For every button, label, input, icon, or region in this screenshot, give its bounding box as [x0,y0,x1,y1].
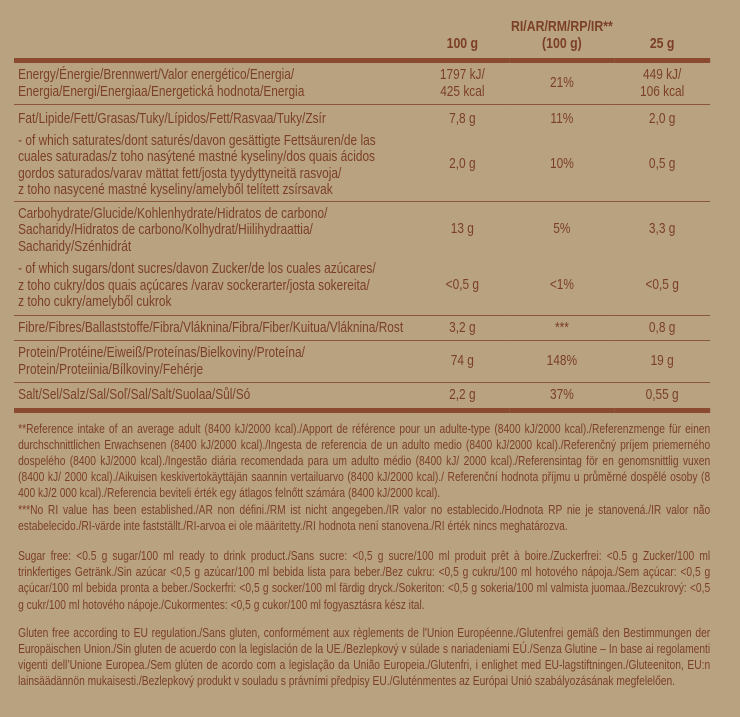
nutrition-label: 100 g RI/AR/RM/RP/IR** (100 g) 25 g Energ… [14,0,710,696]
row-label: - of which sugars/dont sucres/davon Zuck… [14,256,416,316]
header-ri-line1: RI/AR/RM/RP/IR** [510,18,613,35]
value-100g: 1797 kJ/ 425 kcal [415,60,510,105]
value-ri: 10% [509,128,615,202]
value-ri: *** [509,315,615,341]
row-label: Fat/Lipide/Fett/Grasas/Tuky/Lípidos/Fett… [18,111,326,127]
value-100g: <0,5 g [415,256,510,316]
value-100g: 74 g [415,340,510,383]
value-25g: 2,0 g [648,111,676,127]
header-ri-line2: (100 g) [542,34,582,52]
value-100g: 3,2 g [415,315,510,341]
row-label: Carbohydrate/Glucide/Kohlenhydrate/Hidra… [18,205,328,255]
row-carbohydrate: Carbohydrate/Glucide/Kohlenhydrate/Hidra… [14,201,710,256]
sugar-free-note-block: Sugar free: <0.5 g sugar/100 ml ready to… [18,548,710,613]
value-25g: <0,5 g [614,256,711,316]
value-ri: 5% [553,220,571,237]
header-25g: 25 g [649,34,675,52]
value-25g: 19 g [614,340,711,383]
value-100g: 13 g [450,220,474,237]
row-fat: Fat/Lipide/Fett/Grasas/Tuky/Lípidos/Fett… [14,105,710,129]
gluten-free-note-block: Gluten free according to EU regulation./… [18,625,710,696]
value-ri: 21% [509,60,615,105]
value-ri: <1% [509,256,615,316]
value-25g: 449 kJ/ 106 kcal [614,60,711,105]
row-salt: Salt/Sel/Salz/Sal/Soľ/Sal/Salt/Suolaa/Sů… [14,383,711,410]
sugar-free-note: Sugar free: <0.5 g sugar/100 ml ready to… [18,548,711,612]
footnotes-ri: **Reference intake of an average adult (… [18,421,710,534]
gluten-free-note: Gluten free according to EU regulation./… [18,625,711,689]
row-sugars: - of which sugars/dont sucres/davon Zuck… [14,256,711,316]
value-25g: 3,3 g [648,220,676,237]
nutrition-table: 100 g RI/AR/RM/RP/IR** (100 g) 25 g Energ… [14,0,711,413]
value-100g: 2,0 g [415,128,510,202]
value-25g: 0,55 g [645,387,679,403]
no-ri-footnote: ***No RI value has been established./AR … [18,502,711,533]
ri-footnote: **Reference intake of an average adult (… [18,421,711,501]
value-25g: 0,5 g [614,128,711,202]
row-protein: Protein/Protéine/Eiweiß/Proteínas/Bielko… [14,340,711,383]
value-ri: 148% [509,340,615,383]
value-100g: 2,2 g [449,387,476,403]
row-label: Energy/Énergie/Brennwert/Valor energétic… [14,60,416,105]
row-saturates: - of which saturates/dont saturés/davon … [14,128,711,202]
row-label: Salt/Sel/Salz/Sal/Soľ/Sal/Salt/Suolaa/Sů… [18,387,251,403]
header-blank [14,0,415,61]
table-header: 100 g RI/AR/RM/RP/IR** (100 g) 25 g [14,0,711,61]
row-label: Fibre/Fibres/Ballaststoffe/Fibra/Vláknin… [14,315,416,341]
header-ri: RI/AR/RM/RP/IR** (100 g) [510,0,614,61]
value-25g: 0,8 g [614,315,711,341]
row-energy: Energy/Énergie/Brennwert/Valor energétic… [14,60,711,105]
header-100g: 100 g [446,34,479,52]
value-ri: 37% [549,387,574,403]
value-100g: 7,8 g [449,111,476,127]
value-ri: 11% [550,111,574,127]
row-fibre: Fibre/Fibres/Ballaststoffe/Fibra/Vláknin… [14,315,711,341]
row-label: Protein/Protéine/Eiweiß/Proteínas/Bielko… [14,340,416,383]
row-label: - of which saturates/dont saturés/davon … [14,128,416,202]
